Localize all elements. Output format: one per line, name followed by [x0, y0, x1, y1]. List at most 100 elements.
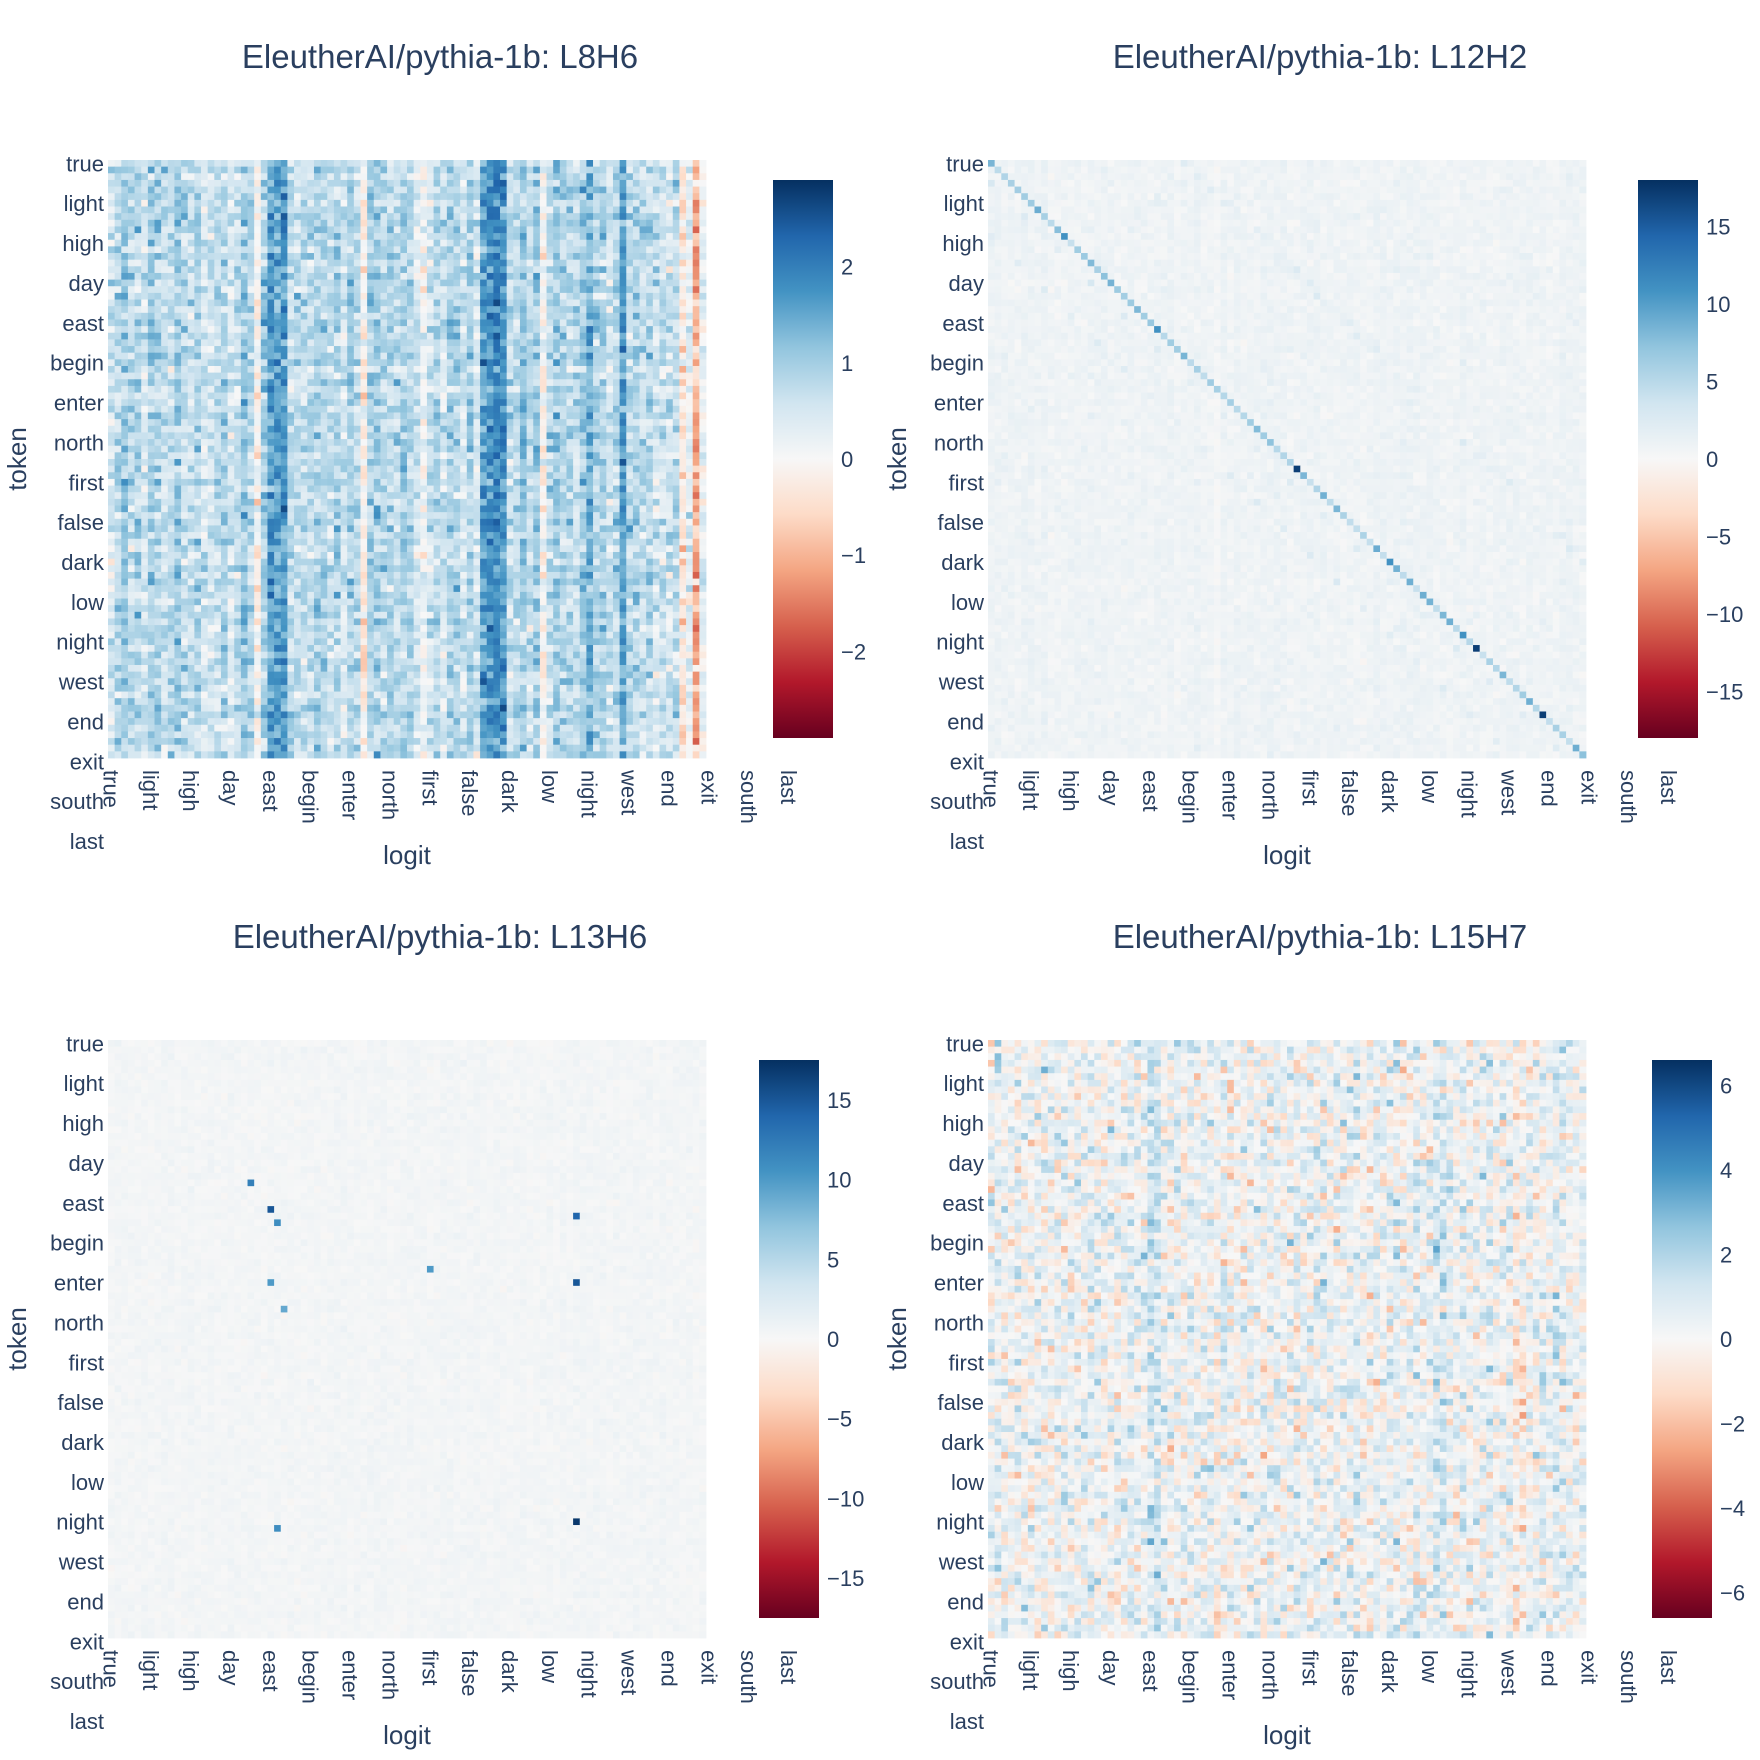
heatmap-cell	[500, 173, 507, 180]
heatmap-cell	[620, 160, 627, 167]
heatmap-cell	[686, 233, 693, 240]
heatmap-cell	[294, 180, 301, 187]
heatmap-cell	[267, 193, 274, 200]
heatmap-cell	[188, 173, 195, 180]
heatmap-cell	[194, 240, 201, 247]
heatmap-cell	[287, 187, 294, 194]
heatmap-cell	[108, 167, 115, 174]
heatmap-cell	[135, 180, 142, 187]
heatmap-cell	[507, 187, 514, 194]
heatmap-cell	[128, 246, 135, 253]
heatmap-cell	[294, 220, 301, 227]
heatmap-cell	[467, 207, 474, 214]
heatmap-cell	[414, 207, 421, 214]
heatmap-cell	[460, 226, 467, 233]
heatmap-cell	[274, 226, 281, 233]
heatmap-cell	[420, 233, 427, 240]
heatmap-cell	[434, 173, 441, 180]
heatmap-cell	[500, 207, 507, 214]
heatmap-cell	[507, 193, 514, 200]
heatmap-cell	[573, 160, 580, 167]
heatmap-cell	[347, 160, 354, 167]
heatmap-cell	[414, 167, 421, 174]
heatmap-cell	[108, 246, 115, 253]
heatmap-cell	[181, 167, 188, 174]
heatmap-cell	[507, 240, 514, 247]
heatmap-cell	[553, 207, 560, 214]
heatmap-cell	[181, 160, 188, 167]
heatmap-cell	[321, 213, 328, 220]
heatmap-cell	[480, 187, 487, 194]
heatmap-cell	[666, 193, 673, 200]
heatmap-cell	[174, 220, 181, 227]
heatmap-cell	[181, 180, 188, 187]
heatmap-cell	[334, 193, 341, 200]
heatmap-cell	[254, 160, 261, 167]
heatmap-cell	[221, 187, 228, 194]
heatmap-cell	[261, 213, 268, 220]
heatmap-cell	[181, 240, 188, 247]
heatmap-cell	[188, 226, 195, 233]
heatmap-cell	[440, 200, 447, 207]
heatmap-cell	[241, 240, 248, 247]
heatmap-cell	[148, 200, 155, 207]
heatmap-cell	[188, 220, 195, 227]
heatmap-cell	[214, 187, 221, 194]
heatmap-cell	[586, 193, 593, 200]
heatmap-cell	[168, 200, 175, 207]
heatmap-cell	[606, 213, 613, 220]
heatmap-cell	[533, 220, 540, 227]
heatmap-cell	[560, 173, 567, 180]
heatmap-cell	[573, 207, 580, 214]
heatmap-cell	[679, 193, 686, 200]
heatmap-cell	[513, 213, 520, 220]
heatmap-cell	[527, 160, 534, 167]
heatmap-cell	[341, 160, 348, 167]
heatmap-cell	[181, 173, 188, 180]
heatmap-cell	[327, 187, 334, 194]
heatmap-cell	[633, 180, 640, 187]
heatmap-cell	[141, 233, 148, 240]
heatmap-cell	[267, 226, 274, 233]
heatmap-cell	[287, 233, 294, 240]
heatmap-cell	[666, 173, 673, 180]
heatmap-cell	[394, 226, 401, 233]
heatmap-cell	[460, 173, 467, 180]
heatmap-cell	[354, 226, 361, 233]
heatmap-cell	[267, 180, 274, 187]
heatmap-cell	[287, 160, 294, 167]
heatmap-cell	[214, 207, 221, 214]
heatmap-cell	[673, 173, 680, 180]
heatmap-cell	[573, 233, 580, 240]
heatmap-cell	[646, 187, 653, 194]
heatmap-cell	[633, 226, 640, 233]
heatmap-cell	[367, 226, 374, 233]
heatmap-cell	[334, 200, 341, 207]
heatmap-cell	[666, 167, 673, 174]
heatmap-cell	[613, 187, 620, 194]
heatmap-cell	[586, 180, 593, 187]
heatmap-cell	[201, 193, 208, 200]
heatmap-cell	[248, 200, 255, 207]
heatmap-cell	[155, 167, 162, 174]
heatmap-cell	[341, 233, 348, 240]
heatmap-cell	[287, 207, 294, 214]
heatmap-cell	[659, 207, 666, 214]
heatmap-cell	[400, 173, 407, 180]
heatmap-cell	[221, 220, 228, 227]
heatmap-cell	[454, 213, 461, 220]
heatmap-cell	[420, 207, 427, 214]
heatmap-cell	[248, 173, 255, 180]
heatmap-cell	[141, 240, 148, 247]
heatmap-cell	[261, 180, 268, 187]
heatmap-cell	[400, 233, 407, 240]
heatmap-cell	[321, 187, 328, 194]
heatmap-cell	[467, 226, 474, 233]
heatmap-cell	[394, 220, 401, 227]
heatmap-cell	[221, 180, 228, 187]
heatmap-cell	[420, 240, 427, 247]
heatmap-cell	[141, 167, 148, 174]
heatmap-cell	[380, 167, 387, 174]
heatmap-cell	[221, 193, 228, 200]
heatmap-cell	[513, 240, 520, 247]
